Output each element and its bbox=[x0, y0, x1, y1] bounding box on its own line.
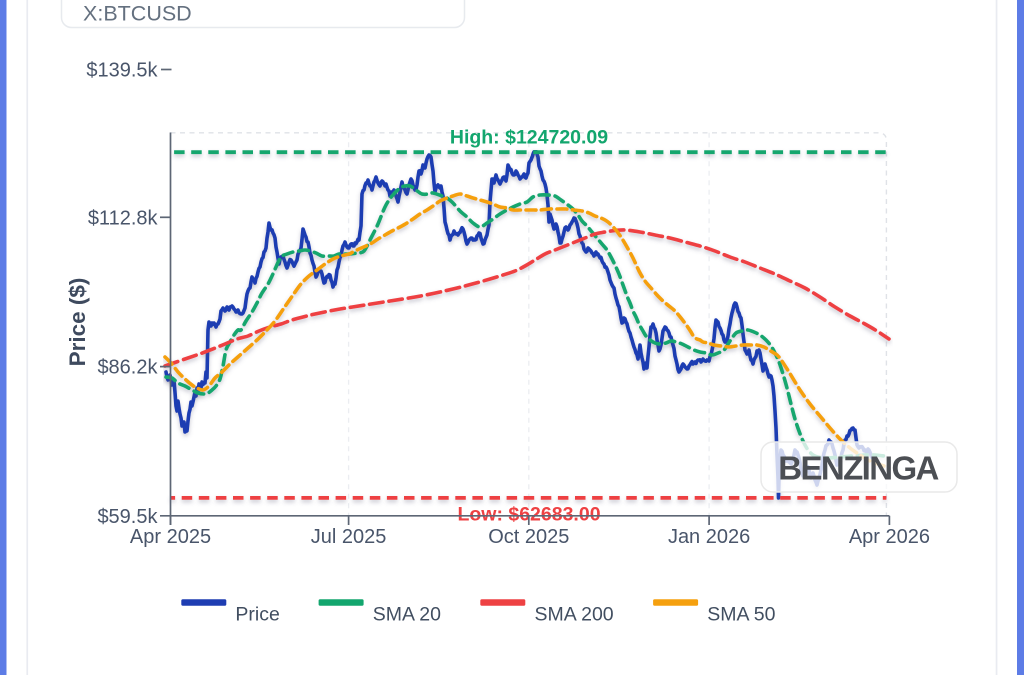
svg-text:Price ($): Price ($) bbox=[65, 278, 90, 367]
svg-text:Apr 2026: Apr 2026 bbox=[849, 526, 930, 548]
svg-text:Low: $62683.00: Low: $62683.00 bbox=[457, 504, 600, 526]
svg-text:SMA 20: SMA 20 bbox=[373, 604, 441, 626]
svg-text:Price: Price bbox=[235, 604, 279, 626]
svg-text:Apr 2025: Apr 2025 bbox=[130, 526, 211, 548]
svg-text:SMA 50: SMA 50 bbox=[707, 604, 775, 626]
svg-text:$86.2k: $86.2k bbox=[97, 357, 158, 379]
svg-text:Oct 2025: Oct 2025 bbox=[488, 526, 569, 548]
svg-text:Jul 2025: Jul 2025 bbox=[311, 526, 387, 548]
svg-text:SMA 200: SMA 200 bbox=[535, 604, 614, 626]
svg-text:$139.5k: $139.5k bbox=[86, 60, 158, 82]
svg-text:$59.5k: $59.5k bbox=[97, 506, 158, 528]
svg-text:BENZINGA: BENZINGA bbox=[778, 450, 938, 487]
svg-text:Jan 2026: Jan 2026 bbox=[668, 526, 750, 548]
svg-text:X:BTCUSD: X:BTCUSD bbox=[83, 2, 192, 26]
svg-text:High: $124720.09: High: $124720.09 bbox=[450, 127, 608, 149]
svg-text:$112.8k: $112.8k bbox=[88, 207, 159, 229]
